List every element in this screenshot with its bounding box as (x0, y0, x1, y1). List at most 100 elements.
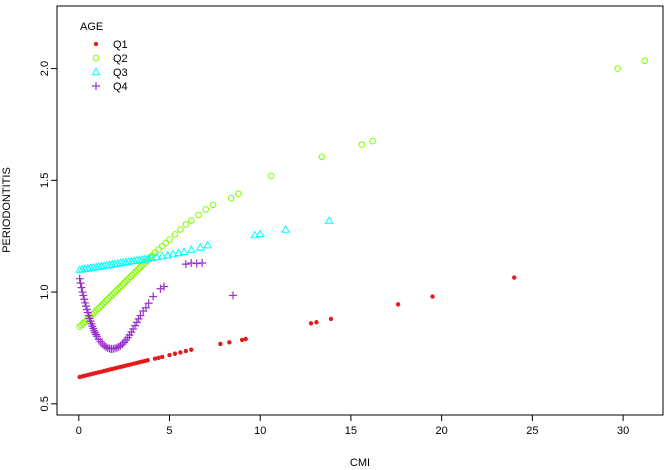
data-point-q2 (369, 137, 377, 145)
data-point-q2 (209, 201, 217, 209)
x-tick-label: 20 (436, 425, 448, 437)
data-point-q2 (94, 305, 102, 313)
data-point-q2 (76, 323, 83, 331)
data-point-q4 (181, 260, 190, 269)
data-point-q4 (129, 324, 138, 333)
data-point-q2 (105, 295, 113, 302)
x-tick-label: 0 (76, 425, 82, 437)
legend-key-q4 (92, 82, 100, 90)
data-point-q1 (152, 356, 158, 361)
data-point-q2 (78, 321, 85, 329)
legend-key-q3 (91, 67, 101, 76)
data-point-q1 (239, 337, 245, 343)
data-point-q4 (92, 330, 101, 339)
data-point-q2 (202, 206, 210, 213)
data-point-q2 (92, 307, 100, 315)
data-point-q2 (125, 275, 132, 282)
data-point-q4 (80, 295, 89, 304)
data-point-q2 (132, 268, 140, 275)
data-point-q2 (119, 280, 127, 288)
x-tick-label: 30 (617, 425, 629, 437)
y-tick-label: 0.5 (39, 396, 51, 411)
data-point-q3 (157, 251, 167, 260)
y-tick-label: 1.5 (39, 173, 51, 188)
data-point-q2 (103, 296, 111, 304)
data-point-q2 (127, 273, 134, 281)
data-point-q2 (158, 242, 166, 250)
data-point-q2 (98, 302, 105, 309)
data-points (75, 57, 649, 380)
data-point-q4 (103, 343, 112, 352)
data-point-q2 (112, 287, 120, 295)
data-point-q4 (111, 344, 120, 353)
data-point-q2 (118, 282, 125, 290)
data-point-q1 (218, 341, 223, 347)
data-point-q4 (228, 291, 237, 300)
data-point-q1 (314, 320, 319, 325)
data-point-q4 (79, 291, 88, 300)
data-point-q4 (75, 274, 84, 283)
data-point-q2 (99, 300, 107, 307)
data-point-q3 (195, 242, 205, 251)
legend-label-q2: Q2 (113, 53, 128, 65)
data-point-q1 (227, 340, 232, 345)
data-point-q3 (186, 245, 196, 253)
data-point-q4 (136, 311, 145, 320)
data-point-q2 (134, 266, 142, 274)
legend: AGE Q1 Q2 Q3 Q4 (80, 21, 128, 93)
data-point-q4 (76, 279, 85, 288)
data-point-q2 (235, 190, 242, 198)
data-point-q2 (182, 221, 190, 228)
data-point-q4 (82, 302, 91, 311)
data-point-q4 (144, 299, 153, 308)
data-point-q2 (155, 246, 162, 253)
x-tick-label: 25 (526, 425, 538, 437)
data-point-q1 (243, 336, 248, 342)
data-point-q1 (308, 321, 314, 326)
data-point-q4 (101, 343, 110, 352)
data-point-q1 (160, 354, 165, 360)
data-point-q2 (80, 320, 87, 327)
data-point-q4 (198, 259, 207, 268)
x-axis: 0 5 10 15 20 25 30 (76, 415, 629, 437)
legend-label-q1: Q1 (113, 39, 128, 51)
data-point-q3 (163, 250, 173, 259)
data-point-q2 (121, 278, 129, 286)
data-point-q2 (123, 277, 131, 284)
data-point-q4 (78, 288, 87, 297)
data-point-q3 (255, 229, 265, 238)
data-point-q4 (77, 283, 86, 292)
data-point-q4 (116, 341, 125, 350)
data-point-q4 (118, 340, 127, 349)
legend-key-q1 (93, 41, 99, 47)
data-point-q4 (132, 318, 141, 327)
data-point-q1 (178, 350, 183, 355)
data-point-q2 (130, 270, 138, 277)
data-point-q2 (136, 264, 143, 272)
y-axis-title: PERIODONTITIS (1, 167, 13, 253)
data-point-q2 (227, 194, 235, 202)
data-point-q1 (328, 316, 334, 322)
data-point-q2 (166, 236, 173, 243)
x-tick-label: 5 (166, 425, 172, 437)
data-point-q1 (395, 302, 401, 307)
data-point-q2 (107, 293, 114, 300)
x-tick-label: 15 (345, 425, 357, 437)
data-point-q2 (114, 286, 122, 293)
data-point-q2 (110, 289, 118, 297)
data-point-q4 (141, 303, 150, 312)
legend-label-q3: Q3 (113, 67, 128, 79)
data-point-q3 (324, 215, 334, 224)
data-point-q4 (160, 282, 169, 291)
x-axis-title: CMI (350, 457, 370, 469)
legend-key-q2 (92, 54, 100, 62)
y-tick-label: 1.0 (39, 284, 51, 299)
data-point-q2 (138, 262, 145, 270)
data-point-q3 (250, 230, 260, 239)
data-point-q1 (167, 352, 172, 358)
data-point-q1 (430, 294, 435, 299)
data-point-q4 (91, 328, 100, 337)
data-point-q2 (318, 153, 326, 161)
series-q4 (75, 259, 237, 353)
